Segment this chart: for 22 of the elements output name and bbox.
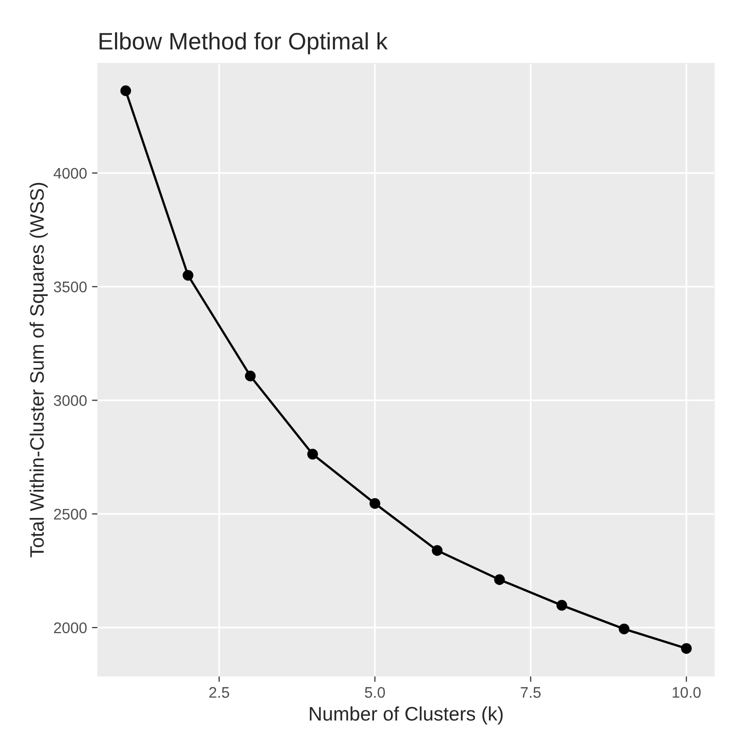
point: [370, 498, 380, 509]
point: [681, 643, 692, 654]
point: [618, 624, 630, 634]
chart-title: Elbow Method for Optimal k: [100, 32, 388, 54]
point: [494, 574, 505, 585]
y-tick-label: 3000: [54, 395, 87, 406]
point: [182, 270, 194, 281]
y-tick-label: 2500: [54, 508, 87, 520]
x-tick-label: 7.5: [520, 687, 541, 698]
x-axis-title: Number of Clusters (k): [310, 706, 503, 725]
point: [432, 545, 443, 556]
x-tick-label: 5.0: [364, 687, 385, 698]
y-axis-title: Total Within-Cluster Sum of Squares (WSS): [30, 182, 48, 558]
x-tick-label: 10.0: [672, 687, 701, 698]
y-tick-label: 2000: [54, 622, 87, 634]
point: [307, 448, 318, 460]
point: [120, 85, 132, 96]
y-tick-label: 3500: [54, 282, 87, 292]
x-tick-label: 2.5: [209, 687, 230, 698]
point: [556, 600, 568, 611]
y-tick-label: 4000: [54, 168, 87, 179]
point: [244, 370, 256, 382]
